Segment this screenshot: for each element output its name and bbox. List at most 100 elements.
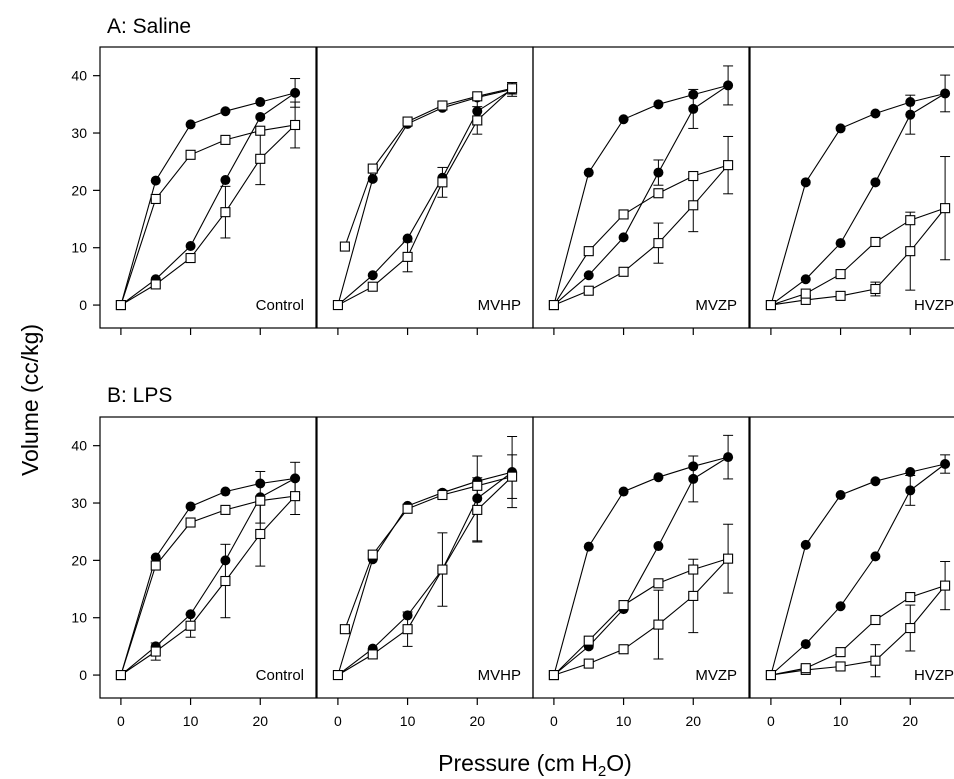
y-tick-label: 10 <box>71 240 87 256</box>
data-point-square <box>688 200 699 211</box>
panel-b-hvzp: 0 10 20 HVZP <box>749 416 954 729</box>
data-point-square <box>940 580 951 591</box>
data-point-circle <box>618 232 629 243</box>
data-point-circle <box>800 177 811 188</box>
data-point-square <box>115 670 126 681</box>
data-point-circle <box>835 601 846 612</box>
series-line <box>770 92 946 306</box>
y-tick-label: 20 <box>71 552 87 568</box>
x-tick-label: 20 <box>902 713 918 729</box>
data-point-square <box>150 646 161 657</box>
data-point-circle <box>255 478 266 489</box>
panel-b-mvzp: 0 10 20 MVZP <box>532 416 750 729</box>
data-point-circle <box>150 552 161 563</box>
data-point-square <box>339 624 350 635</box>
data-point-square <box>185 517 196 528</box>
data-point-circle <box>688 473 699 484</box>
data-point-square <box>940 203 951 214</box>
data-point-square <box>220 134 231 145</box>
data-point-square <box>402 624 413 635</box>
data-point-square <box>548 300 559 311</box>
data-point-square <box>618 209 629 220</box>
row-a-title: A: Saline <box>107 15 191 38</box>
data-point-circle <box>870 108 881 119</box>
data-point-square <box>472 115 483 126</box>
data-point-circle <box>220 486 231 497</box>
data-point-square <box>835 269 846 280</box>
data-point-square <box>653 238 664 249</box>
data-point-square <box>437 177 448 188</box>
data-point-square <box>870 655 881 666</box>
data-point-circle <box>905 97 916 108</box>
data-point-square <box>437 100 448 111</box>
series-line <box>553 163 730 306</box>
data-point-square <box>653 619 664 630</box>
data-point-circle <box>185 501 196 512</box>
data-point-square <box>548 670 559 681</box>
series-line <box>770 463 946 676</box>
data-point-square <box>583 658 594 669</box>
data-point-square <box>870 614 881 626</box>
data-point-square <box>367 549 378 560</box>
series-line <box>770 584 947 676</box>
data-point-circle <box>870 476 881 487</box>
data-point-square <box>255 495 266 506</box>
data-point-circle <box>940 88 951 99</box>
data-point-square <box>583 285 594 296</box>
y-tick-label: 40 <box>71 438 87 454</box>
x-tick-label: 10 <box>400 713 416 729</box>
data-point-square <box>402 116 413 127</box>
data-point-square <box>367 281 378 292</box>
data-point-square <box>220 504 231 515</box>
panel-frame <box>99 46 317 329</box>
data-point-circle <box>618 114 629 125</box>
data-point-circle <box>835 123 846 134</box>
data-point-square <box>472 480 483 491</box>
data-point-square <box>472 504 483 515</box>
x-tick-label: 20 <box>685 713 701 729</box>
series-line <box>553 557 730 676</box>
series-line <box>337 87 514 306</box>
data-point-circle <box>905 109 916 120</box>
data-point-square <box>115 300 126 311</box>
x-axis-title-end: O) <box>606 750 632 776</box>
data-point-square <box>870 236 881 248</box>
data-point-square <box>905 215 916 226</box>
data-point-square <box>765 300 776 311</box>
data-point-circle <box>583 541 594 552</box>
data-point-square <box>507 471 518 482</box>
data-point-circle <box>583 270 594 281</box>
data-point-square <box>290 491 301 502</box>
panel-frame <box>749 416 954 699</box>
panel-label: MVHP <box>478 297 521 314</box>
data-point-circle <box>688 103 699 114</box>
series-line <box>337 88 513 306</box>
data-point-circle <box>367 270 378 281</box>
data-point-square <box>835 661 846 672</box>
panel-frame <box>316 416 534 699</box>
data-point-square <box>367 649 378 660</box>
data-point-square <box>150 193 161 205</box>
data-point-circle <box>723 452 734 463</box>
data-point-square <box>583 635 594 646</box>
data-point-circle <box>905 485 916 496</box>
data-point-circle <box>835 489 846 500</box>
data-point-square <box>723 160 734 171</box>
panel-frame <box>532 46 750 329</box>
panel-a-mvzp: MVZP <box>532 46 750 335</box>
data-point-circle <box>835 238 846 249</box>
series-line <box>337 476 513 676</box>
panel-label: Control <box>256 667 304 684</box>
data-point-square <box>688 564 699 575</box>
y-tick-label: 30 <box>71 495 87 511</box>
y-tick-label: 10 <box>71 610 87 626</box>
data-point-square <box>150 279 161 290</box>
data-point-square <box>618 600 629 611</box>
data-point-square <box>339 241 350 252</box>
data-point-square <box>688 170 699 182</box>
data-point-circle <box>618 486 629 497</box>
data-point-square <box>255 125 266 136</box>
panel-b-control: 0 10 20 30 40 0 10 20 Control <box>71 416 317 729</box>
data-point-square <box>507 83 518 94</box>
series-line <box>553 456 729 676</box>
